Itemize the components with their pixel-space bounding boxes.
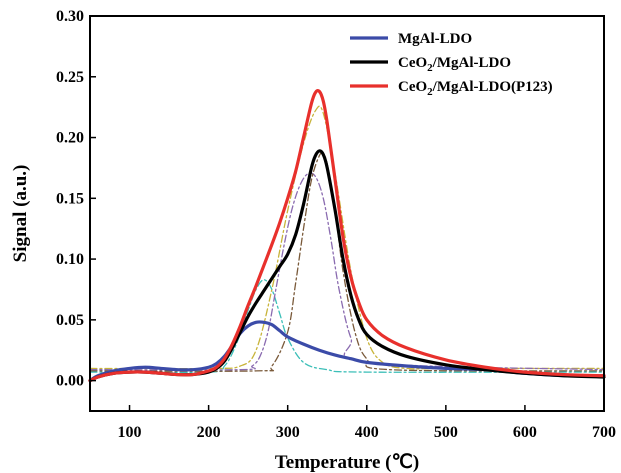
legend-label: MgAl-LDO <box>398 31 472 47</box>
fit-curve-3 <box>89 105 605 370</box>
y-axis-title: Signal (a.u.) <box>10 165 31 263</box>
y-tick-label: 0.25 <box>56 69 84 86</box>
y-tick-label: 0.15 <box>56 190 84 207</box>
y-tick-label: 0.05 <box>56 312 84 329</box>
y-tick-label: 0.30 <box>56 8 84 25</box>
y-tick-label: 0.20 <box>56 130 84 147</box>
legend-label: CeO2/MgAl-LDO <box>398 55 511 74</box>
plot-frame <box>89 15 605 412</box>
legend-label: CeO2/MgAl-LDO(P123) <box>398 79 553 98</box>
x-tick-label: 500 <box>434 424 458 441</box>
series-line-0 <box>88 320 606 383</box>
y-tick-label: 0.00 <box>56 373 84 390</box>
legend: MgAl-LDO CeO2/MgAl-LDO CeO2/MgAl-LDO(P123) <box>350 31 553 98</box>
x-tick-label: 200 <box>197 424 221 441</box>
plot-lines <box>88 89 606 383</box>
x-tick-label: 100 <box>118 424 142 441</box>
x-tick-label: 300 <box>276 424 300 441</box>
x-tick-label: 600 <box>513 424 537 441</box>
axis-ticks: 100 200 300 400 500 600 700 0.00 0.05 0.10 0.15 0.2… <box>56 8 616 441</box>
x-tick-label: 700 <box>592 424 616 441</box>
y-tick-label: 0.10 <box>56 251 84 268</box>
fit-curve-5 <box>89 172 605 371</box>
x-axis-title: Temperature (℃) <box>275 452 419 473</box>
x-tick-label: 400 <box>355 424 379 441</box>
series-line-2 <box>88 89 606 383</box>
fit-curve-4 <box>89 279 605 374</box>
